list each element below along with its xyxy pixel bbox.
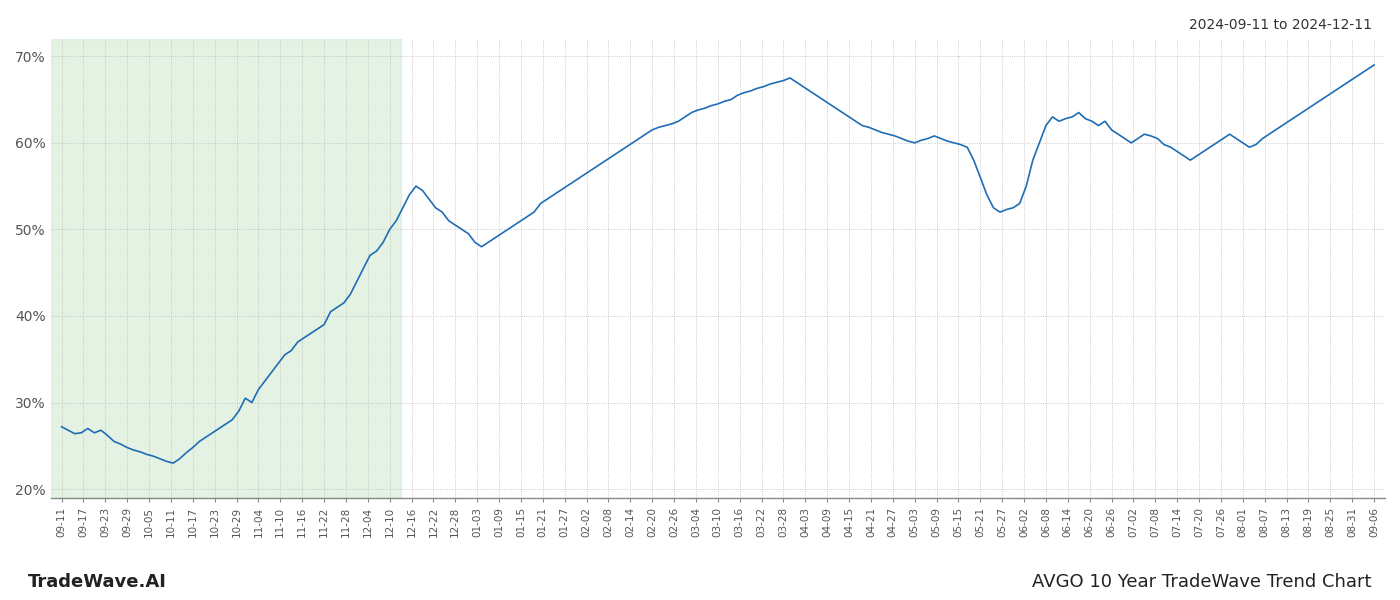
- Text: AVGO 10 Year TradeWave Trend Chart: AVGO 10 Year TradeWave Trend Chart: [1033, 573, 1372, 591]
- Text: TradeWave.AI: TradeWave.AI: [28, 573, 167, 591]
- Bar: [50, 39, 400, 498]
- Text: 2024-09-11 to 2024-12-11: 2024-09-11 to 2024-12-11: [1189, 18, 1372, 32]
